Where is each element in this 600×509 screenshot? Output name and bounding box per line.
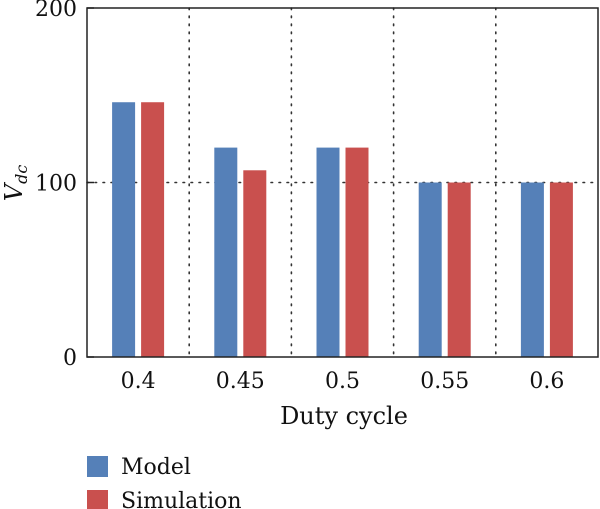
x-tick-label: 0.45	[216, 369, 265, 394]
x-tick-label: 0.5	[325, 369, 360, 394]
y-tick-label: 200	[35, 0, 77, 22]
y-axis-label: Vdc	[0, 165, 31, 202]
y-tick-labels: 0 100 200	[35, 0, 94, 371]
grid-lines	[86, 7, 599, 358]
bar-simulation-0.55	[447, 182, 471, 357]
bar-simulation-0.4	[141, 102, 165, 357]
bars	[112, 102, 573, 357]
y-tick-label: 0	[63, 346, 77, 371]
y-tick-label: 100	[35, 172, 77, 197]
bar-simulation-0.5	[345, 147, 369, 357]
legend-swatch-model	[87, 456, 108, 477]
y-axis-label-main: V	[0, 181, 28, 201]
x-tick-label: 0.6	[529, 369, 564, 394]
bar-simulation-0.45	[243, 170, 267, 357]
bar-model-0.6	[520, 182, 544, 357]
legend-label-model: Model	[121, 455, 191, 480]
legend-swatch-simulation	[87, 490, 108, 509]
bar-model-0.55	[418, 182, 442, 357]
bar-model-0.45	[214, 147, 238, 357]
bar-model-0.4	[112, 102, 136, 357]
bar-model-0.5	[316, 147, 340, 357]
x-axis-label: Duty cycle	[280, 402, 408, 430]
x-tick-label: 0.55	[420, 369, 469, 394]
y-axis-label-sub: dc	[12, 165, 31, 184]
legend: Model Simulation	[87, 455, 242, 509]
x-tick-label: 0.4	[121, 369, 156, 394]
x-tick-labels: 0.4 0.45 0.5 0.55 0.6	[121, 369, 565, 394]
legend-label-simulation: Simulation	[121, 489, 242, 509]
bar-simulation-0.6	[549, 182, 573, 357]
